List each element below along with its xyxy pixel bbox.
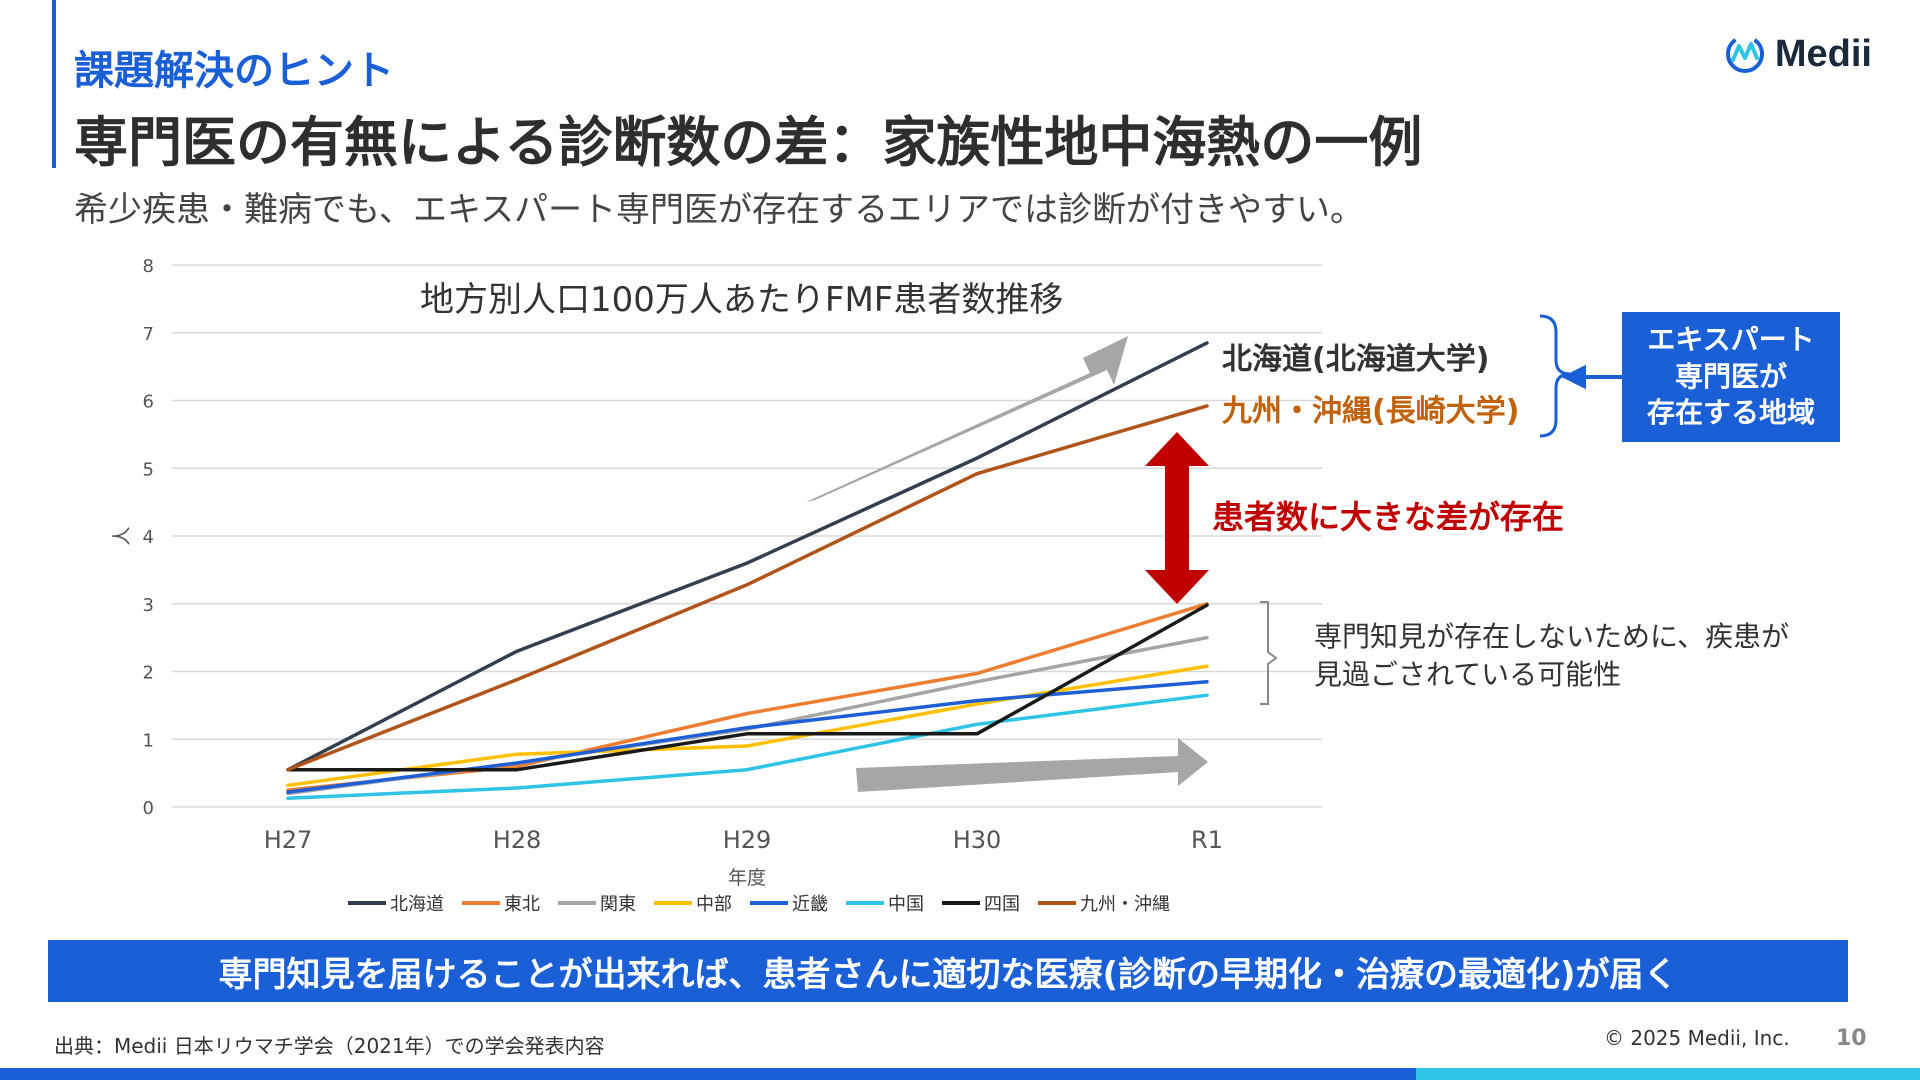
legend-entry: 近畿	[792, 894, 828, 915]
x-tick-label: H30	[953, 826, 1002, 854]
x-axis-title: 年度	[728, 867, 766, 889]
copyright: © 2025 Medii, Inc.	[1604, 1026, 1790, 1050]
legend-entry: 中国	[888, 894, 924, 915]
y-tick-label: 6	[143, 392, 154, 413]
y-axis-title: 人	[111, 526, 133, 545]
expert-pointer-arrow	[1561, 364, 1622, 390]
x-tick-label: H27	[264, 826, 313, 854]
title-accent-bar	[52, 0, 56, 168]
legend-entry: 北海道	[390, 894, 444, 915]
series-line-4	[286, 679, 1209, 794]
series-line-7	[286, 404, 1209, 772]
legend-entry: 中部	[696, 894, 732, 915]
y-tick-label: 3	[143, 595, 154, 616]
source-citation: 出典：Medii 日本リウマチ学会（2021年）での学会発表内容	[54, 1034, 605, 1058]
legend-entry: 関東	[600, 894, 636, 915]
hokkaido-series-label: 北海道(北海道大学)	[1222, 342, 1490, 377]
y-tick-label: 4	[143, 527, 154, 548]
missed-diagnosis-note: 専門知見が存在しないために、疾患が 見過ごされている可能性	[1314, 620, 1790, 691]
expert-region-text: エキスパート 専門医が 存在する地域	[1646, 323, 1815, 430]
legend-entry: 四国	[984, 894, 1020, 915]
chart-title: 地方別人口100万人あたりFMF患者数推移	[420, 280, 1064, 320]
series-line-5	[286, 693, 1209, 800]
lower-trend-arrow	[856, 738, 1208, 792]
gap-double-arrow	[1145, 432, 1209, 604]
medii-logo: Medii	[1723, 32, 1872, 76]
conclusion-banner: 専門知見を届けることが出来れば、患者さんに適切な医療(診断の早期化・治療の最適化…	[48, 940, 1848, 1002]
series-line-6	[286, 603, 1209, 772]
medii-logo-icon	[1725, 35, 1764, 73]
kyushu-series-label: 九州・沖縄(長崎大学)	[1222, 394, 1520, 429]
legend-entry: 九州・沖縄	[1080, 894, 1170, 915]
y-tick-label: 2	[143, 663, 154, 684]
gap-label: 患者数に大きな差が存在	[1212, 498, 1565, 536]
expert-region-callout: エキスパート 専門医が 存在する地域	[1622, 312, 1840, 442]
y-tick-label: 7	[143, 324, 154, 345]
logo-text: Medii	[1774, 32, 1872, 75]
x-tick-label: H28	[493, 826, 542, 854]
x-tick-label: R1	[1191, 826, 1223, 854]
y-tick-label: 0	[143, 798, 154, 819]
upper-trend-arrow	[806, 336, 1128, 502]
y-tick-label: 5	[143, 459, 154, 480]
x-tick-label: H29	[723, 826, 772, 854]
conclusion-text: 専門知見を届けることが出来れば、患者さんに適切な医療(診断の早期化・治療の最適化…	[218, 954, 1678, 995]
section-label: 課題解決のヒント	[74, 48, 394, 94]
page-subtitle: 希少疾患・難病でも、エキスパート専門医が存在するエリアでは診断が付きやすい。	[74, 190, 1364, 230]
series-line-0	[286, 341, 1209, 772]
page-title: 専門医の有無による診断数の差：家族性地中海熱の一例	[74, 111, 1423, 174]
footer-bar-primary	[0, 1068, 1416, 1080]
legend-entry: 東北	[504, 894, 540, 915]
footer-bar-secondary	[1416, 1068, 1920, 1080]
page-number: 10	[1836, 1026, 1867, 1051]
y-tick-label: 8	[143, 256, 154, 277]
missed-brace	[1260, 601, 1278, 705]
y-tick-label: 1	[143, 730, 154, 751]
